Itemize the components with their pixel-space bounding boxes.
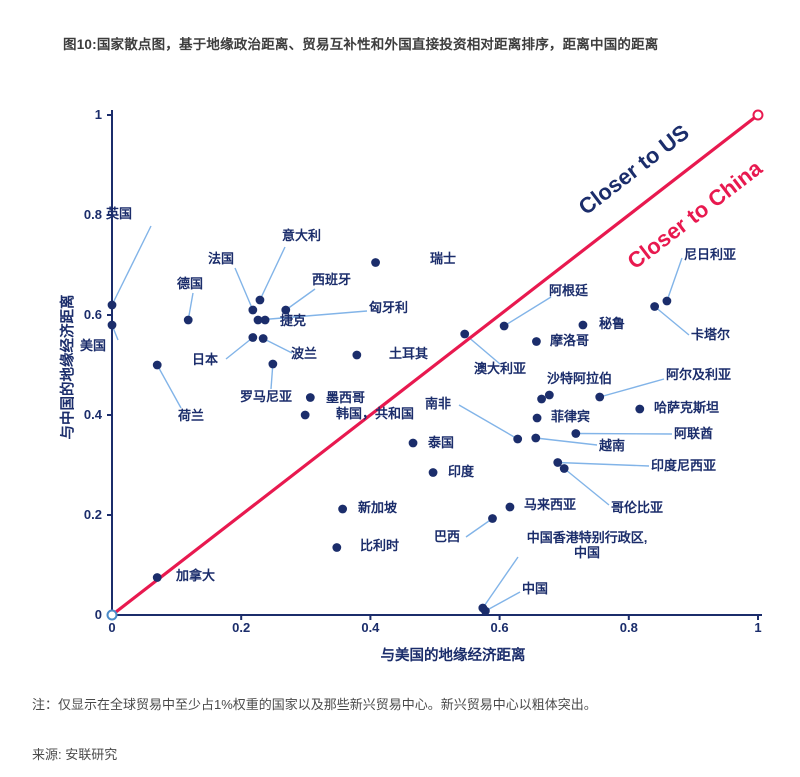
data-point	[531, 433, 541, 443]
data-point	[537, 394, 546, 404]
data-point	[305, 393, 315, 402]
diagonal-origin-marker	[106, 609, 118, 621]
data-point	[352, 350, 362, 360]
data-point	[505, 502, 515, 512]
data-point	[595, 392, 605, 402]
data-point	[371, 258, 380, 267]
figure-number: 图10:	[63, 37, 97, 52]
data-point	[258, 334, 268, 343]
leader-line	[485, 591, 521, 612]
data-point	[428, 468, 438, 477]
figure-title-text: 国家散点图，基于地缘政治距离、贸易互补性和外国直接投资相对距离排序，距离中国的距…	[96, 37, 659, 52]
data-point	[578, 320, 588, 330]
y-axis-title: 与中国的地缘经济距离	[60, 294, 77, 440]
data-point	[635, 404, 645, 414]
data-point	[253, 315, 263, 325]
x-axis-title: 与美国的地缘经济距离	[380, 648, 526, 664]
data-point	[460, 329, 470, 339]
leader-line	[285, 288, 316, 311]
leader-line	[156, 364, 182, 409]
data-point	[532, 337, 541, 346]
leader-line	[234, 267, 254, 311]
leader-line	[262, 337, 293, 354]
data-point	[152, 573, 162, 582]
leader-line	[225, 336, 254, 360]
data-point	[571, 429, 581, 438]
leader-line	[535, 437, 598, 446]
leader-line	[654, 305, 690, 336]
leader-line	[557, 461, 650, 467]
data-point	[152, 360, 162, 370]
leader-line	[257, 310, 368, 321]
chart-canvas	[106, 109, 764, 621]
data-point	[532, 413, 542, 423]
data-point	[488, 514, 497, 523]
leader-line	[563, 467, 610, 506]
data-point	[268, 359, 278, 369]
leader-line	[503, 296, 552, 327]
data-point	[499, 321, 509, 331]
data-point	[248, 333, 258, 342]
data-point	[255, 295, 265, 305]
data-point	[281, 305, 291, 315]
data-point	[107, 300, 117, 310]
leader-line	[187, 292, 194, 321]
data-point	[478, 603, 488, 613]
data-point	[650, 302, 660, 311]
figure-title: 图10:国家散点图，基于地缘政治距离、贸易互补性和外国直接投资相对距离排序，距离…	[63, 33, 659, 53]
data-point	[544, 390, 554, 400]
leader-line	[575, 432, 673, 435]
leader-line	[259, 246, 286, 301]
data-point	[260, 315, 270, 325]
data-point	[248, 305, 258, 315]
data-point	[107, 320, 117, 330]
leader-line	[465, 517, 493, 538]
data-point	[559, 464, 569, 473]
leader-line	[599, 378, 665, 398]
diagonal-end-marker	[752, 109, 764, 121]
footnote: 注：仅显示在全球贸易中至少占1%权重的国家以及那些新兴贸易中心。新兴贸易中心以粗…	[32, 697, 597, 712]
leader-line	[666, 257, 683, 302]
data-point	[553, 458, 563, 467]
leader-line	[111, 225, 152, 306]
leader-line	[458, 404, 519, 440]
data-point	[513, 434, 523, 444]
data-point	[338, 504, 348, 514]
data-point	[332, 543, 342, 552]
data-point	[662, 296, 672, 306]
leader-line	[482, 556, 519, 609]
diagonal-line	[111, 113, 759, 617]
data-point	[183, 315, 193, 325]
data-point	[300, 410, 310, 420]
source-line: 来源: 安联研究	[32, 747, 118, 762]
data-point	[408, 438, 418, 448]
